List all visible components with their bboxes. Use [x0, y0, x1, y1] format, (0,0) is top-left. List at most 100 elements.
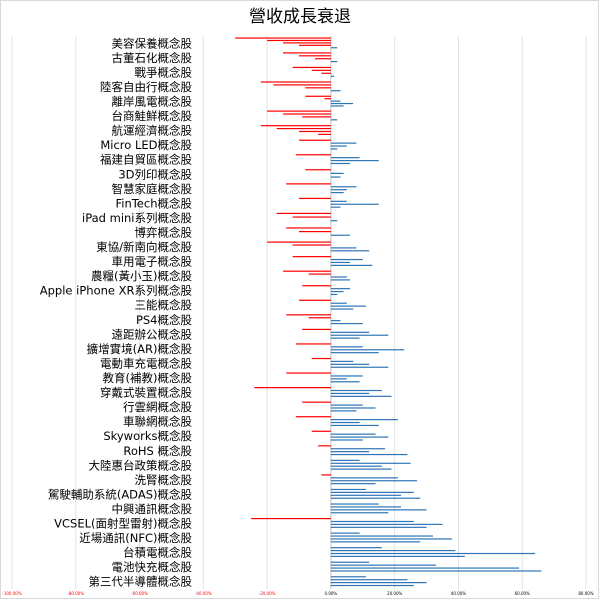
bar-9-0	[305, 169, 331, 171]
bar-18-1	[330, 302, 347, 304]
category-label-33: VCSEL(面射型雷射)概念股	[54, 517, 192, 531]
bar-7-3	[330, 148, 338, 150]
bar-27-1	[330, 433, 376, 435]
bar-15-1	[330, 258, 363, 261]
bar-20-0	[302, 328, 331, 330]
category-label-10: 智慧家庭概念股	[112, 182, 193, 196]
bar-27-2	[330, 436, 389, 438]
bar-11-2	[330, 203, 379, 205]
bar-17-3	[330, 293, 338, 296]
bar-0-0	[235, 37, 331, 39]
x-tick-label-5: 0.00%	[325, 591, 338, 596]
bar-31-2	[330, 494, 402, 496]
bar-37-0	[330, 576, 366, 578]
bar-35-2	[330, 552, 535, 555]
bar-5-1	[283, 113, 331, 115]
category-label-28: RoHS 概念股	[123, 444, 192, 458]
bar-16-1	[308, 273, 331, 275]
bar-6-1	[276, 127, 331, 130]
category-label-7: Micro LED概念股	[100, 138, 192, 152]
bar-37-1	[330, 579, 408, 581]
bar-4-2	[330, 100, 341, 102]
bar-29-0	[330, 459, 360, 461]
bar-8-3	[330, 162, 351, 165]
category-label-32: 中興通訊概念股	[112, 502, 193, 516]
bar-30-3	[330, 483, 376, 485]
x-tick-label-7: 40.00%	[451, 591, 466, 596]
bar-10-1	[330, 186, 357, 188]
bar-10-3	[330, 192, 344, 194]
bar-2-0	[292, 66, 331, 69]
x-tick-label-2: -60.00%	[131, 591, 148, 596]
gridlines	[11, 36, 587, 589]
category-label-23: 教育(補教)概念股	[103, 371, 193, 385]
bar-13-2	[330, 234, 351, 236]
bar-14-0	[267, 241, 331, 243]
bar-36-1	[330, 564, 437, 566]
bar-33-3	[330, 526, 427, 528]
bar-34-0	[330, 532, 360, 534]
bar-34-1	[330, 535, 433, 537]
bar-27-0	[311, 430, 331, 432]
bar-15-0	[292, 256, 331, 258]
x-tick-label-3: -40.00%	[195, 591, 212, 596]
bar-16-0	[283, 270, 331, 272]
bar-34-2	[330, 538, 453, 540]
bar-14-3	[330, 250, 370, 252]
bar-7-1	[330, 142, 357, 144]
bar-30-2	[330, 480, 417, 482]
category-label-15: 車用電子概念股	[112, 255, 193, 269]
category-label-8: 福建自貿區概念股	[100, 153, 192, 167]
bar-1-0	[283, 52, 331, 54]
bar-32-2	[330, 509, 427, 511]
bar-31-1	[330, 491, 414, 493]
bar-4-0	[305, 95, 331, 97]
category-label-24: 穿戴式裝置概念股	[100, 386, 192, 400]
bar-15-2	[330, 261, 351, 264]
category-label-31: 駕駛輔助系統(ADAS)概念股	[48, 487, 193, 501]
bar-23-2	[330, 378, 347, 380]
bar-17-0	[302, 285, 331, 287]
bar-36-3	[330, 570, 542, 572]
chart-title: 營收成長衰退	[249, 7, 351, 27]
bar-29-2	[330, 465, 382, 467]
bar-34-3	[330, 541, 421, 543]
category-label-25: 行雲網概念股	[123, 400, 192, 414]
category-label-17: Apple iPhone XR系列概念股	[40, 284, 193, 298]
bar-20-3	[330, 337, 360, 339]
category-label-14: 東協/新南向概念股	[96, 240, 192, 254]
bar-24-3	[330, 395, 392, 397]
bar-2-1	[311, 69, 331, 71]
bar-22-1	[330, 360, 354, 363]
category-label-27: Skyworks概念股	[103, 429, 192, 443]
category-label-30: 洗腎概念股	[135, 473, 193, 487]
bar-2-3	[330, 75, 335, 77]
bar-12-2	[330, 220, 338, 222]
x-tick-label-1: -80.00%	[67, 591, 84, 596]
bar-21-2	[330, 349, 405, 351]
bar-33-0	[251, 517, 331, 520]
category-label-3: 陸客自由行概念股	[100, 80, 192, 94]
bar-3-3	[330, 90, 341, 92]
bar-22-3	[330, 366, 389, 368]
bar-30-0	[321, 474, 331, 476]
bar-11-0	[299, 197, 331, 200]
bar-18-3	[330, 308, 354, 310]
category-label-13: 博弈概念股	[135, 225, 193, 239]
bar-21-3	[330, 352, 379, 354]
x-tick-labels: -100.00% -80.00% -60.00% -40.00% -20.00% 0.00…	[2, 591, 593, 596]
bar-37-3	[330, 584, 414, 587]
bar-28-2	[330, 451, 370, 453]
bar-33-1	[330, 520, 414, 523]
category-label-26: 車聯網概念股	[123, 415, 192, 429]
bar-23-3	[330, 381, 360, 383]
bar-13-0	[286, 227, 331, 229]
category-label-9: 3D列印概念股	[118, 167, 192, 181]
bar-13-1	[299, 231, 331, 233]
bar-0-1	[267, 39, 331, 42]
bar-1-1	[299, 55, 331, 57]
category-label-12: iPad mini系列概念股	[82, 211, 192, 225]
bar-28-1	[330, 448, 386, 450]
